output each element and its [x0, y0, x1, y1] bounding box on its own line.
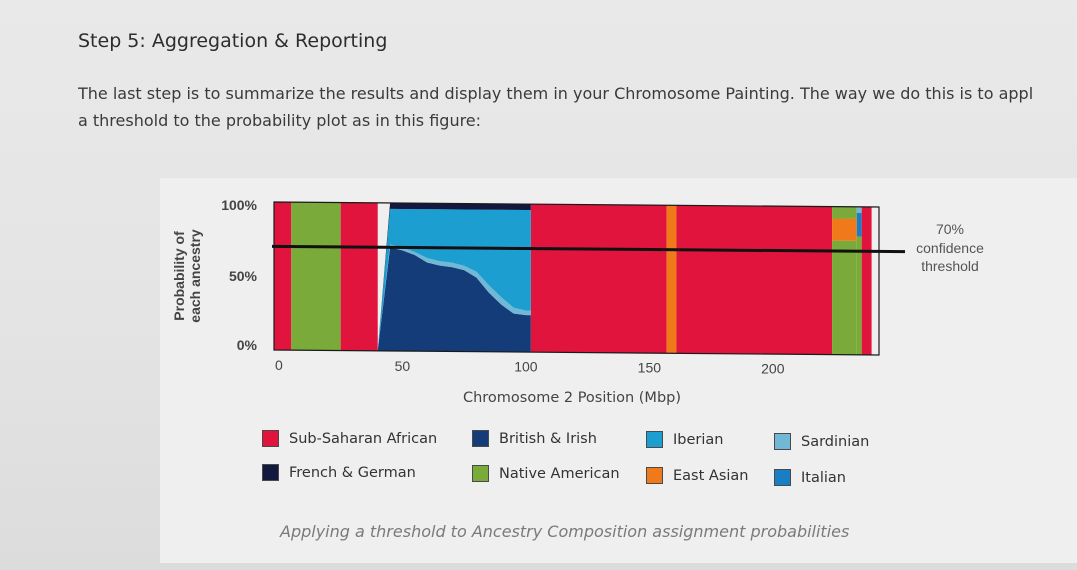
x-axis-label: Chromosome 2 Position (Mbp) [463, 390, 681, 406]
legend-label-east-asian: East Asian [673, 467, 749, 484]
y-axis-label-line-1: Probability of [171, 231, 187, 321]
segment-6-native_american [832, 206, 857, 219]
plot-area [274, 202, 872, 355]
segment-3-sub_saharan [530, 204, 667, 354]
legend-label-sardinian: Sardinian [801, 433, 870, 450]
x-tick-label-50: 50 [395, 358, 411, 374]
legend-swatch-french-german [262, 464, 279, 481]
legend-swatch-sardinian [774, 433, 791, 450]
legend-item-sub-saharan: Sub-Saharan African [262, 430, 437, 447]
legend-item-british-irish: British & Irish [472, 430, 597, 447]
legend-item-iberian: Iberian [646, 431, 723, 448]
area-british-irish [377, 247, 531, 353]
legend-label-iberian: Iberian [673, 431, 724, 448]
figure-caption: Applying a threshold to Ancestry Composi… [280, 522, 850, 541]
step-title: Step 5: Aggregation & Reporting [78, 30, 388, 52]
segment-4-east_asian [666, 205, 677, 354]
segment-7-sardinian [856, 206, 862, 213]
intro-line-2: a threshold to the probability plot as i… [78, 111, 482, 130]
x-tick-label-0: 0 [275, 357, 283, 373]
legend-swatch-iberian [646, 431, 663, 448]
legend-item-native-american: Native American [472, 465, 620, 482]
segment-6-native_american [832, 240, 857, 355]
x-tick-label-100: 100 [514, 359, 538, 375]
plot-frame [273, 201, 880, 356]
segment-6-east_asian [832, 218, 857, 241]
legend-label-italian: Italian [801, 469, 846, 486]
segment-0-sub_saharan [274, 202, 292, 351]
segment-7-italian [856, 212, 862, 237]
threshold-line [271, 244, 906, 254]
y-axis-label-line-2: each ancestry [187, 229, 203, 323]
legend-item-french-german: French & German [262, 464, 416, 481]
legend-item-sardinian: Sardinian [774, 433, 869, 450]
segment-2-sub_saharan [340, 202, 378, 351]
y-tick-label-50: 50% [229, 268, 258, 284]
area-iberian [377, 208, 531, 351]
y-tick-label-100: 100% [221, 197, 257, 213]
chart-axes: 100% 50% 0% 0 50 100 150 200 [221, 197, 906, 376]
threshold-label-line-1: 70% [936, 221, 964, 237]
threshold-label-line-2: confidence [916, 240, 984, 256]
area-sardinian [377, 244, 531, 351]
legend-swatch-native-american [472, 465, 489, 482]
segment-8-sub_saharan [861, 206, 872, 355]
y-tick-label-0: 0% [237, 337, 258, 353]
legend-label-british-irish: British & Irish [499, 430, 597, 447]
x-tick-label-150: 150 [638, 359, 662, 375]
intro-paragraph: The last step is to summarize the result… [78, 80, 1077, 134]
legend-swatch-italian [774, 469, 791, 486]
legend-swatch-east-asian [646, 467, 663, 484]
legend-swatch-sub-saharan [262, 430, 279, 447]
legend-item-east-asian: East Asian [646, 467, 748, 484]
segment-5-sub_saharan [676, 205, 833, 355]
legend-swatch-british-irish [472, 430, 489, 447]
intro-line-1: The last step is to summarize the result… [78, 84, 1034, 103]
legend-label-sub-saharan: Sub-Saharan African [289, 430, 438, 447]
legend-label-native-american: Native American [499, 465, 620, 482]
segment-1-native_american [291, 202, 341, 351]
legend-label-french-german: French & German [289, 464, 416, 481]
threshold-label-line-3: threshold [921, 258, 979, 274]
x-tick-label-200: 200 [761, 360, 785, 376]
legend-item-italian: Italian [774, 469, 846, 486]
segment-7-native_american [856, 236, 862, 355]
